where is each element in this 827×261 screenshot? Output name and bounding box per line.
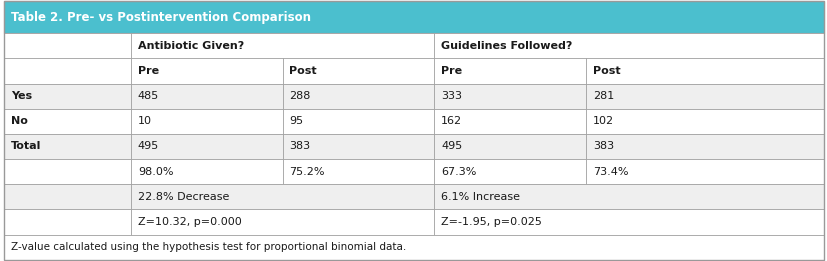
Text: 162: 162	[441, 116, 461, 126]
Text: 10: 10	[137, 116, 151, 126]
Bar	[4, 58, 131, 84]
Bar	[131, 33, 434, 58]
Bar	[283, 109, 434, 134]
Bar	[4, 134, 131, 159]
Bar	[586, 109, 823, 134]
Bar	[4, 84, 131, 109]
Text: 495: 495	[137, 141, 159, 151]
Text: 333: 333	[441, 91, 461, 101]
Bar	[4, 209, 131, 235]
Text: Guidelines Followed?: Guidelines Followed?	[441, 41, 571, 51]
Text: Z-value calculated using the hypothesis test for proportional binomial data.: Z-value calculated using the hypothesis …	[11, 242, 405, 252]
Text: 495: 495	[441, 141, 461, 151]
Text: No: No	[11, 116, 27, 126]
Text: 67.3%: 67.3%	[441, 167, 476, 177]
Text: 383: 383	[289, 141, 310, 151]
Text: 485: 485	[137, 91, 159, 101]
Bar	[434, 209, 823, 235]
Bar	[586, 159, 823, 184]
Bar	[283, 134, 434, 159]
Text: 6.1% Increase: 6.1% Increase	[441, 192, 519, 202]
Text: Antibiotic Given?: Antibiotic Given?	[137, 41, 244, 51]
Bar	[131, 159, 283, 184]
Text: Yes: Yes	[11, 91, 32, 101]
Bar	[4, 109, 131, 134]
Bar	[434, 134, 586, 159]
Bar	[283, 58, 434, 84]
Bar	[4, 33, 131, 58]
Text: Post: Post	[592, 66, 619, 76]
Bar	[586, 58, 823, 84]
Text: Z=-1.95, p=0.025: Z=-1.95, p=0.025	[441, 217, 542, 227]
Bar	[283, 159, 434, 184]
Text: 95: 95	[289, 116, 304, 126]
Text: 22.8% Decrease: 22.8% Decrease	[137, 192, 229, 202]
Bar	[131, 109, 283, 134]
Bar	[131, 209, 434, 235]
Bar	[283, 84, 434, 109]
Text: Z=10.32, p=0.000: Z=10.32, p=0.000	[137, 217, 241, 227]
Bar	[434, 33, 823, 58]
Bar	[131, 84, 283, 109]
Text: 75.2%: 75.2%	[289, 167, 324, 177]
Bar	[586, 134, 823, 159]
Bar	[434, 84, 586, 109]
Bar	[4, 1, 823, 33]
Text: 73.4%: 73.4%	[592, 167, 628, 177]
Bar	[4, 184, 131, 209]
Bar	[434, 184, 823, 209]
Text: Pre: Pre	[137, 66, 159, 76]
Text: 102: 102	[592, 116, 613, 126]
Bar	[131, 134, 283, 159]
Text: 98.0%: 98.0%	[137, 167, 173, 177]
Text: 383: 383	[592, 141, 613, 151]
Text: Pre: Pre	[441, 66, 461, 76]
Bar	[131, 58, 283, 84]
Text: Table 2. Pre- vs Postintervention Comparison: Table 2. Pre- vs Postintervention Compar…	[11, 11, 310, 24]
Bar	[434, 109, 586, 134]
Text: Post: Post	[289, 66, 317, 76]
Bar	[434, 159, 586, 184]
Text: 288: 288	[289, 91, 310, 101]
Text: 281: 281	[592, 91, 614, 101]
Bar	[131, 184, 434, 209]
Bar	[434, 58, 586, 84]
Bar	[586, 84, 823, 109]
Bar	[4, 159, 131, 184]
Text: Total: Total	[11, 141, 41, 151]
Bar	[4, 235, 823, 260]
